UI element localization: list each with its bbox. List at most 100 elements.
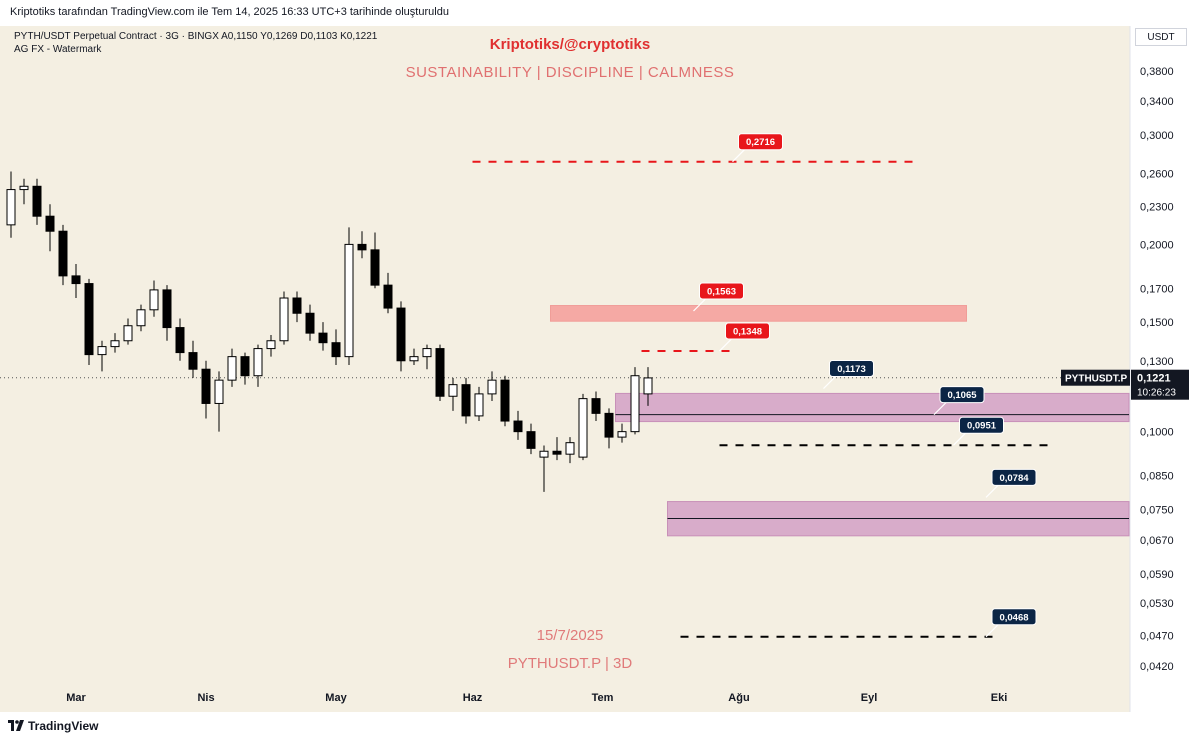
candle	[58, 224, 68, 286]
price-label-box	[959, 416, 1004, 434]
price-label-0,1173: 0,1173	[823, 360, 874, 389]
support-zone-1	[615, 392, 1130, 423]
y-tick-label: 0,0530	[1140, 598, 1174, 610]
candle-body	[474, 393, 484, 417]
candle	[617, 423, 627, 443]
price-axis-panel	[1130, 26, 1200, 712]
price-label-text: 0,0784	[999, 473, 1029, 484]
footer-bar	[0, 712, 1200, 740]
currency-selector[interactable]: USDT	[1135, 28, 1187, 46]
attribution-bar: Kriptotiks tarafından TradingView.com il…	[0, 0, 1200, 26]
price-label-0,1065: 0,1065	[933, 386, 985, 416]
candle	[84, 278, 94, 365]
candle	[175, 318, 185, 361]
candle-body	[383, 284, 393, 309]
candle	[409, 348, 419, 365]
resistance-zone	[550, 305, 967, 322]
candle-body	[32, 185, 42, 217]
brand-title: Kriptotiks/@cryptotiks	[489, 36, 651, 53]
candle	[435, 344, 445, 402]
candle-body	[19, 185, 29, 191]
candle	[97, 340, 107, 372]
price-label-box	[699, 282, 744, 300]
price-label-box	[991, 468, 1037, 486]
candle-body	[331, 342, 341, 358]
candle-body	[227, 356, 237, 381]
y-tick-label: 0,1300	[1140, 356, 1174, 368]
candle-body	[279, 297, 289, 342]
price-label-box	[725, 322, 770, 340]
date-watermark: 15/7/2025	[536, 627, 604, 644]
y-tick-label: 0,0850	[1140, 471, 1174, 483]
candle	[474, 386, 484, 422]
candle	[188, 340, 198, 378]
candle	[487, 371, 497, 402]
x-tick-label: Tem	[592, 692, 614, 704]
price-label-pointer	[985, 624, 999, 638]
candle	[370, 232, 380, 289]
price-label-0,0951: 0,0951	[953, 416, 1004, 446]
candle-body	[149, 289, 159, 311]
candle	[32, 178, 42, 225]
candle	[604, 408, 614, 449]
candle-body	[292, 297, 302, 314]
candle-body	[240, 356, 250, 377]
candle-body	[344, 243, 354, 358]
y-tick-label: 0,0590	[1140, 569, 1174, 581]
candle	[422, 344, 432, 370]
y-tick-label: 0,0750	[1140, 504, 1174, 516]
y-tick-label: 0,2300	[1140, 202, 1174, 214]
ticker-badge	[1061, 369, 1130, 386]
candle	[45, 204, 55, 252]
candle-body	[630, 375, 640, 433]
tradingview-brand: TradingView	[28, 719, 99, 733]
candle	[500, 375, 510, 427]
candle	[539, 445, 549, 492]
candle-body	[591, 398, 601, 414]
candle-body	[305, 312, 315, 334]
candle-body	[253, 348, 263, 377]
candle	[123, 318, 133, 345]
candle-body	[409, 356, 419, 362]
x-tick-label: Haz	[463, 692, 483, 704]
symbol-info-line[interactable]: PYTH/USDT Perpetual Contract · 3G · BING…	[14, 31, 378, 42]
candle	[630, 367, 640, 435]
candle	[6, 171, 16, 238]
candle-body	[6, 189, 16, 226]
candle	[357, 231, 367, 259]
candle-body	[513, 420, 523, 433]
candle	[318, 322, 328, 351]
candle-body	[565, 442, 575, 455]
price-label-pointer	[985, 484, 999, 498]
brand-slogan: SUSTAINABILITY | DISCIPLINE | CALMNESS	[405, 64, 735, 81]
candle-body	[526, 431, 536, 449]
candle	[578, 393, 588, 461]
y-tick-label: 0,1000	[1140, 427, 1174, 439]
y-tick-label: 0,2600	[1140, 169, 1174, 181]
y-tick-label: 0,1500	[1140, 317, 1174, 329]
candle	[292, 291, 302, 323]
candle-body	[435, 348, 445, 397]
candle-body	[357, 243, 367, 251]
candle	[227, 348, 237, 387]
ticker-badge-text: PYTHUSDT.P	[1065, 374, 1128, 385]
price-label-pointer	[732, 149, 745, 163]
candle	[565, 437, 575, 464]
price-label-pointer	[719, 338, 732, 352]
candle-body	[487, 379, 497, 395]
candle-body	[214, 379, 224, 404]
plot-background	[0, 26, 1130, 712]
x-tick-label: Nis	[197, 692, 214, 704]
candle	[71, 263, 81, 299]
price-label-pointer	[693, 298, 706, 312]
price-label-box	[939, 386, 985, 404]
candle	[643, 367, 653, 406]
candle	[149, 280, 159, 317]
price-label-box	[991, 608, 1037, 626]
candle-body	[266, 340, 276, 350]
candle-body	[201, 368, 211, 404]
indicator-line[interactable]: AG FX - Watermark	[14, 44, 102, 55]
price-label-0,0784: 0,0784	[985, 468, 1037, 498]
y-tick-label: 0,2000	[1140, 239, 1174, 251]
